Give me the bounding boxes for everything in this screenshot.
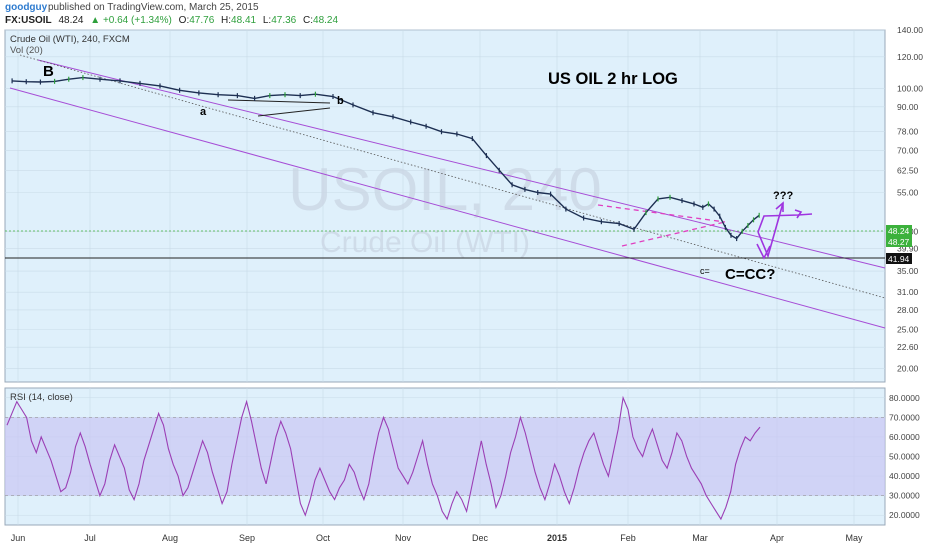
- price-label-last: 48.24: [888, 226, 910, 236]
- annotation-c-small: c=: [700, 266, 710, 276]
- channel-lower-line: [9, 87, 886, 329]
- price-tick-label: 39.90: [897, 243, 919, 253]
- rsi-axis[interactable]: 80.0000 70.0000 60.0000 50.0000 40.0000 30.00…: [889, 393, 920, 520]
- price-label-support-bg: [886, 253, 912, 264]
- time-tick-label: Jun: [11, 533, 26, 543]
- price-label-close-bg: [886, 236, 912, 247]
- annotation-c-cc: C=CC?: [725, 266, 775, 283]
- price-tick-label: 70.00: [897, 146, 919, 156]
- price-tick-label: 20.00: [897, 363, 919, 373]
- time-tick-label: Mar: [692, 533, 708, 543]
- header: goodguy published on TradingView.com, Ma…: [5, 2, 338, 26]
- price-label-last-bg: [886, 225, 912, 236]
- time-tick-label: Dec: [472, 533, 489, 543]
- rsi-tick-label: 60.0000: [889, 432, 920, 442]
- time-tick-label: Aug: [162, 533, 178, 543]
- rsi-tick-label: 50.0000: [889, 452, 920, 462]
- time-tick-label: Nov: [395, 533, 412, 543]
- annotation-a: a: [200, 106, 207, 118]
- price-tick-label: 120.00: [897, 52, 923, 62]
- projection-arrowhead-2: [794, 209, 803, 219]
- pane-title: Crude Oil (WTI), 240, FXCM: [10, 34, 130, 45]
- open-label: O:: [179, 15, 190, 26]
- price-tick-label: 31.00: [897, 287, 919, 297]
- rsi-tick-label: 70.0000: [889, 412, 920, 422]
- time-tick-label: 2015: [547, 533, 567, 543]
- rsi-label: RSI (14, close): [10, 392, 73, 403]
- high-label: H:: [221, 15, 231, 26]
- time-axis-background: [5, 526, 885, 550]
- watermark-name: Crude Oil (WTI): [320, 226, 530, 259]
- rsi-tick-label: 30.0000: [889, 491, 920, 501]
- rsi-line: [6, 395, 761, 521]
- annotation-question: ???: [773, 190, 793, 202]
- author[interactable]: goodguy: [5, 2, 48, 13]
- close-value: 48.24: [313, 15, 338, 26]
- projection-arrow-path-1: [757, 202, 784, 259]
- price-tick-label: 28.00: [897, 305, 919, 315]
- price-tick-label: 90.00: [897, 102, 919, 112]
- rsi-tick-label: 20.0000: [889, 510, 920, 520]
- price-tick-label: 22.60: [897, 342, 919, 352]
- published-text: published on TradingView.com, March 25, …: [48, 2, 259, 13]
- time-tick-label: Sep: [239, 533, 255, 543]
- rsi-tick-label: 40.0000: [889, 471, 920, 481]
- wave-b-line-lower: [257, 107, 331, 117]
- projection-arrows: [756, 201, 813, 260]
- price-tick-label: 140.00: [897, 25, 923, 35]
- price-series: [11, 75, 760, 242]
- vol-label: Vol (20): [10, 45, 43, 56]
- annotation-B: B: [43, 63, 54, 80]
- symbol: FX:USOIL: [5, 15, 52, 26]
- time-tick-label: Apr: [770, 533, 784, 543]
- time-tick-label: May: [845, 533, 863, 543]
- triangle-upper-line: [597, 204, 726, 223]
- price-label-close: 48.27: [888, 237, 910, 247]
- price-label-support: 41.94: [888, 254, 910, 264]
- price-tick-label: 62.50: [897, 165, 919, 175]
- time-axis[interactable]: Jun Jul Aug Sep Oct Nov Dec 2015 Feb Mar Apr May: [11, 533, 863, 543]
- projection-arrow-path-2: [757, 213, 813, 233]
- last-price: 48.24: [58, 15, 83, 26]
- projection-arrowhead-1: [775, 201, 784, 212]
- symbol-text: FX:USOIL 48.24 ▲ +0.64 (+1.34%) O:47.76 …: [5, 15, 338, 26]
- time-tick-label: Oct: [316, 533, 331, 543]
- price-tick-label: 78.00: [897, 127, 919, 137]
- price-tick-label: 35.00: [897, 266, 919, 276]
- low-value: 47.36: [271, 15, 296, 26]
- price-tick-label: 25.00: [897, 325, 919, 335]
- time-tick-label: Jul: [84, 533, 96, 543]
- watermark-symbol: USOIL, 240: [288, 156, 602, 223]
- channel-lines: [5, 54, 886, 329]
- open-value: 47.76: [189, 15, 214, 26]
- projection-arrow-down: [756, 243, 771, 260]
- price-tick-label: 100.00: [897, 84, 923, 94]
- time-tick-label: Feb: [620, 533, 636, 543]
- rsi-band: [5, 417, 885, 496]
- wave-b-line-upper: [227, 99, 331, 104]
- watermark: USOIL, 240 Crude Oil (WTI): [288, 156, 602, 259]
- low-label: L:: [263, 15, 271, 26]
- high-value: 48.41: [231, 15, 256, 26]
- price-tick-label: 55.00: [897, 187, 919, 197]
- annotation-b: b: [337, 95, 344, 107]
- channel-upper-line: [37, 59, 886, 269]
- channel-mid-line: [19, 54, 886, 299]
- price-labels: 48.24 48.27 41.94: [886, 225, 912, 264]
- close-label: C:: [303, 15, 313, 26]
- annotation-title: US OIL 2 hr LOG: [548, 70, 678, 88]
- change: ▲ +0.64 (+1.34%): [90, 15, 172, 26]
- rsi-tick-label: 80.0000: [889, 393, 920, 403]
